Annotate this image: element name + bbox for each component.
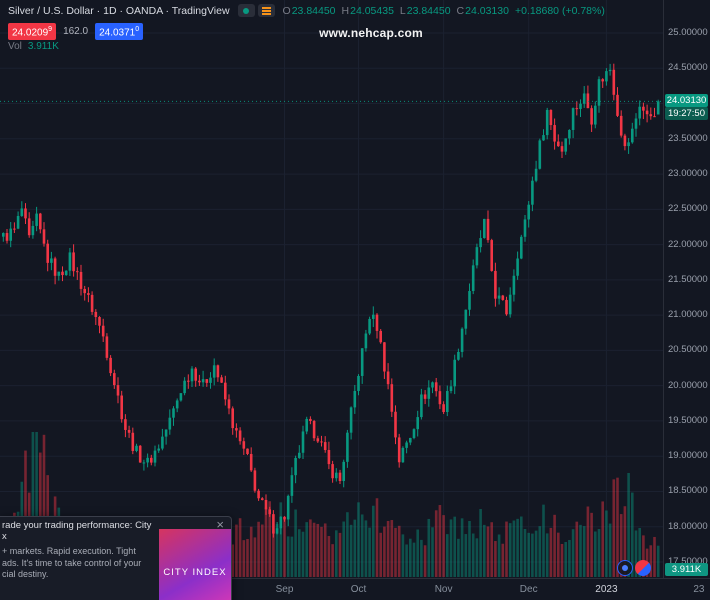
ad-logo[interactable]: CITY INDEX [159, 529, 231, 600]
ad-popup[interactable]: rade your trading performance: City x + … [0, 516, 232, 600]
time-axis-label: 2023 [595, 584, 618, 595]
price-axis-label: 21.50000 [668, 273, 708, 285]
volume-value: 3.911K [27, 41, 59, 52]
price-axis-label: 21.00000 [668, 309, 708, 321]
chart-legend: Silver / U.S. Dollar · 1D · OANDA · Trad… [8, 4, 605, 17]
spread-value: 162.0 [63, 26, 89, 38]
price-axis-label: 20.00000 [668, 379, 708, 391]
legend-buttons [237, 4, 275, 17]
price-axis-label: 25.00000 [668, 27, 708, 38]
price-axis-label: 18.50000 [668, 485, 708, 497]
instant-order-icon[interactable] [617, 560, 633, 576]
price-axis-label: 18.00000 [668, 520, 708, 532]
status-dot-icon [243, 7, 250, 14]
ask-price-badge[interactable]: 24.03710 [95, 23, 144, 41]
ad-title: rade your trading performance: City x [2, 520, 152, 542]
watermark: www.nehcap.com [319, 26, 423, 40]
price-axis-label: 20.50000 [668, 344, 708, 356]
price-axis-label: 19.50000 [668, 414, 708, 426]
price-axis-label: 23.00000 [668, 168, 708, 180]
price-axis[interactable]: 24.03130 19:27:50 3.911K 25.00000 24.5000… [663, 0, 710, 578]
symbol-title[interactable]: Silver / U.S. Dollar · 1D · OANDA · Trad… [8, 4, 230, 17]
visibility-toggle-button[interactable] [237, 4, 255, 17]
time-axis-label: Nov [434, 584, 453, 595]
price-axis-label: 23.50000 [668, 132, 708, 144]
last-price-badge: 24.03130 [665, 94, 708, 107]
time-axis-label: 23 [693, 584, 705, 595]
chart-pane[interactable] [0, 0, 663, 578]
price-axis-label: 24.50000 [668, 62, 708, 74]
volume-axis-badge: 3.911K [665, 563, 708, 576]
price-axis-label: 19.00000 [668, 450, 708, 462]
settings-list-button[interactable] [257, 4, 275, 17]
price-axis-label: 22.00000 [668, 238, 708, 250]
ad-close-button[interactable]: × [216, 517, 224, 532]
volume-label: Vol [8, 41, 22, 52]
ad-body-text: + markets. Rapid execution. Tight ads. I… [2, 546, 142, 579]
broker-logo-icon[interactable] [635, 560, 651, 576]
bid-ask-row: 24.02099 162.0 24.03710 [8, 23, 144, 41]
high-value: H24.05435 [341, 4, 394, 17]
low-value: L23.84450 [399, 4, 451, 17]
close-value: C24.03130 [456, 4, 509, 17]
price-axis-label: 17.50000 [668, 556, 708, 567]
volume-legend-row: Vol 3.911K [8, 41, 59, 52]
ohlc-values: O23.84450 H24.05435 L23.84450 C24.03130 … [283, 5, 605, 17]
list-icon [261, 6, 271, 15]
time-axis-label: Dec [519, 584, 538, 595]
time-axis-label: Oct [350, 584, 367, 595]
corner-quick-buttons [617, 560, 651, 576]
change-value: +0.18680 (+0.78%) [514, 4, 605, 17]
price-axis-label: 22.50000 [668, 203, 708, 215]
open-value: O23.84450 [282, 4, 336, 17]
time-axis-label: Sep [275, 584, 294, 595]
bar-countdown-badge: 19:27:50 [665, 107, 708, 120]
bid-price-badge[interactable]: 24.02099 [8, 23, 57, 41]
